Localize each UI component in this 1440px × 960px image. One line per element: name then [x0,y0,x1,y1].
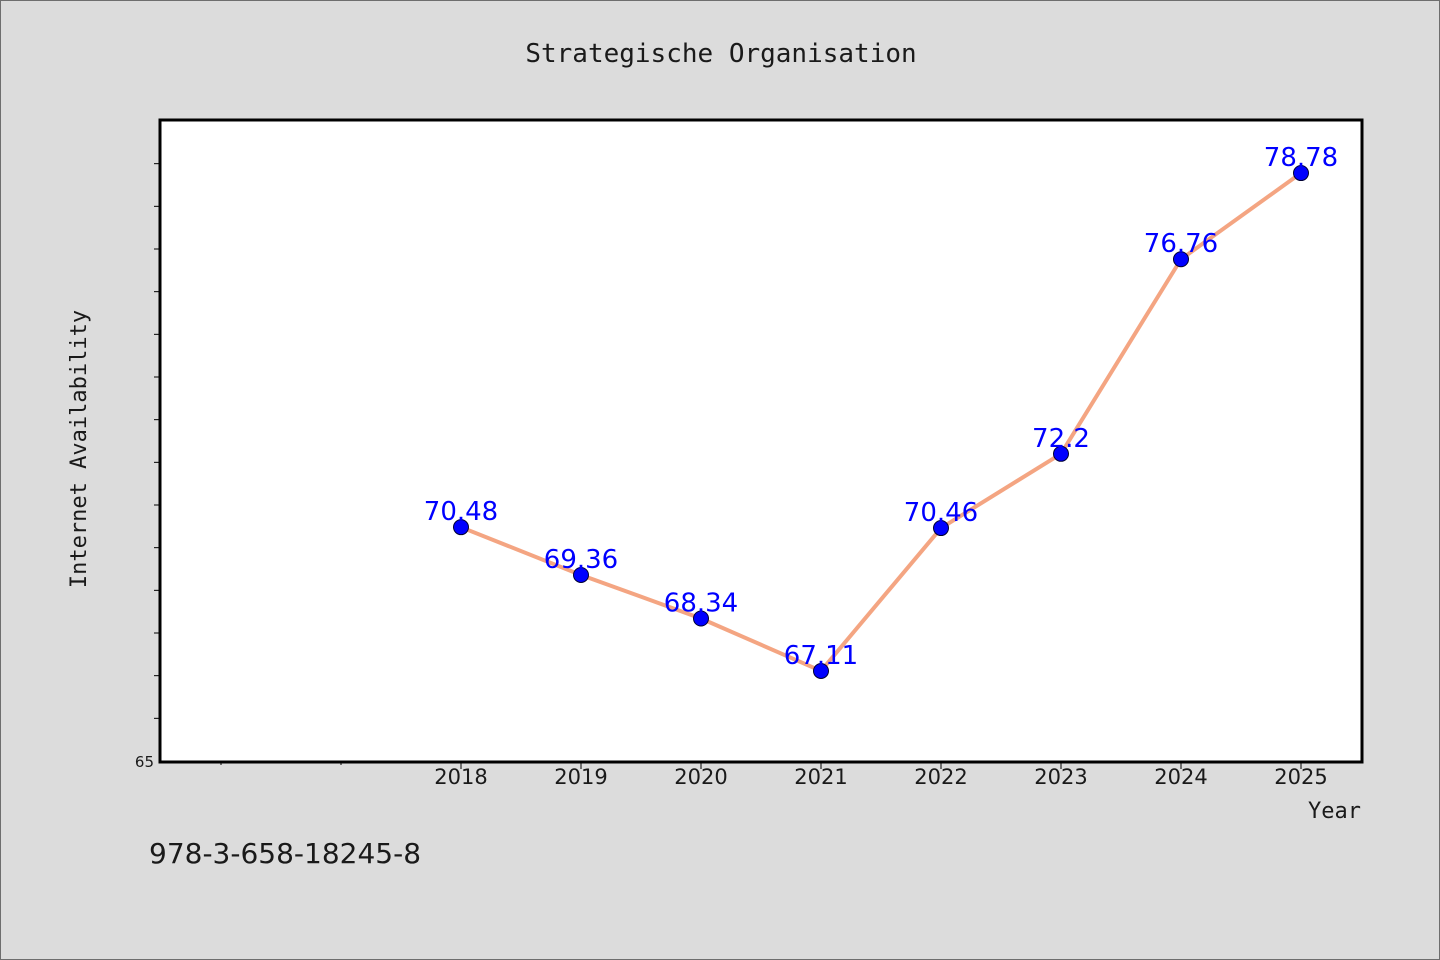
x-tick-label: 2024 [1154,765,1207,789]
data-label: 70.46 [904,498,978,528]
data-point [1293,165,1309,182]
x-tick-label: 2025 [1274,765,1327,789]
x-tick-label: 2018 [434,765,487,789]
data-label: 72.2 [1032,424,1090,454]
data-point [1173,251,1189,268]
y-axis-label: Internet Availability [67,310,92,588]
data-label: 76.76 [1144,229,1218,259]
y-axis-ticks [154,163,161,719]
data-markers [453,165,1309,679]
data-label: 69.36 [544,545,618,575]
data-label: 70.48 [424,497,498,527]
footer-id-text: 978-3-658-18245-8 [149,837,421,870]
data-point [693,610,709,627]
x-tick-label: 2021 [794,765,847,789]
data-point [453,519,469,536]
x-axis-ticks: 2018 2019 2020 2021 2022 2023 2024 2025 [220,761,1328,789]
data-labels: 70.48 69.36 68.34 67.11 70.46 72.2 76.76 78.78 [424,143,1338,671]
data-point [933,520,949,537]
x-tick-label: 2020 [674,765,727,789]
plot-area [158,118,1364,764]
x-tick-label: 2022 [914,765,967,789]
chart-title: Strategische Organisation [525,39,916,69]
series-line [459,171,1303,673]
data-point [573,566,589,583]
x-tick-label: 2019 [554,765,607,789]
data-label: 67.11 [784,641,858,671]
data-label: 68.34 [664,588,738,618]
data-label: 78.78 [1264,143,1338,173]
x-axis-label: Year [1308,799,1361,824]
data-point [1053,445,1069,462]
data-point [813,662,829,679]
y-tick-label-min: 65 [135,753,154,771]
x-tick-label: 2023 [1034,765,1087,789]
series-line-group [459,171,1303,673]
